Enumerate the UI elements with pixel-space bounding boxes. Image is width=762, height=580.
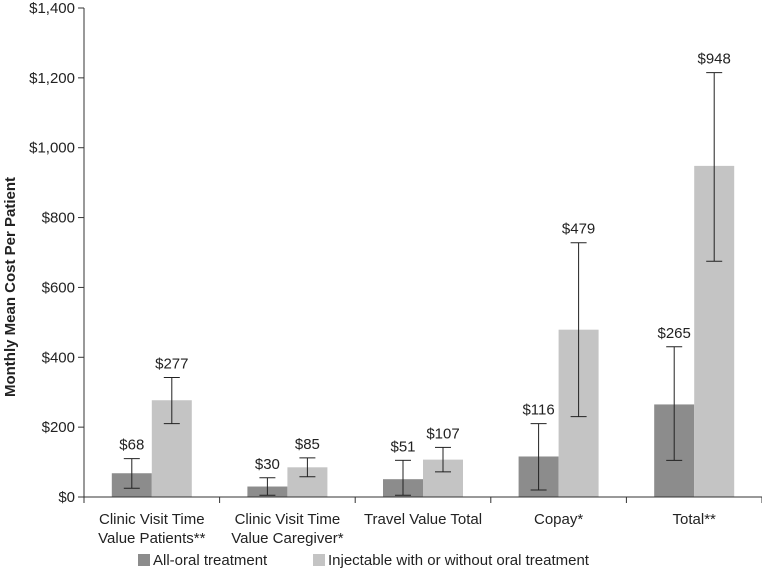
- legend-label: Injectable with or without oral treatmen…: [328, 552, 590, 569]
- legend-swatch: [138, 554, 150, 566]
- bars: $68 $30 $51 $116 $265 $277 $85 $107 $479 $948: [111, 51, 735, 497]
- x-category-label: Total**: [673, 511, 717, 528]
- y-tick-label: $1,000: [29, 140, 75, 157]
- x-category-label: Copay*: [534, 511, 583, 528]
- data-label: $30: [255, 456, 280, 473]
- data-label: $479: [562, 221, 595, 238]
- y-tick-label: $400: [42, 349, 75, 366]
- x-category-label: Value Caregiver*: [231, 530, 343, 547]
- data-label: $116: [522, 402, 554, 419]
- y-axis: $0 $200 $400 $600 $800 $1,000 $1,200 $1,400: [29, 0, 85, 506]
- data-label: $68: [119, 437, 144, 454]
- data-label: $948: [698, 51, 731, 68]
- y-tick-label: $0: [58, 489, 75, 506]
- y-tick-label: $200: [42, 419, 75, 436]
- data-label: $265: [658, 325, 691, 342]
- legend-label: All-oral treatment: [153, 552, 268, 569]
- data-label: $107: [426, 425, 459, 442]
- y-tick-label: $1,400: [29, 0, 75, 17]
- data-label: $85: [295, 436, 320, 453]
- data-label: $51: [390, 438, 415, 455]
- x-axis: Clinic Visit Time Value Patients** Clinic …: [83, 496, 762, 547]
- x-category-label: Travel Value Total: [364, 511, 482, 528]
- y-tick-label: $600: [42, 279, 75, 296]
- x-category-label: Value Patients**: [98, 530, 205, 547]
- legend: All-oral treatment Injectable with or wit…: [138, 552, 590, 569]
- legend-swatch: [313, 554, 325, 566]
- y-axis-label: Monthly Mean Cost Per Patient: [2, 177, 19, 397]
- y-tick-label: $800: [42, 210, 75, 227]
- x-category-label: Clinic Visit Time: [99, 511, 205, 528]
- x-category-label: Clinic Visit Time: [235, 511, 341, 528]
- y-tick-label: $1,200: [29, 70, 75, 87]
- data-label: $277: [155, 356, 188, 373]
